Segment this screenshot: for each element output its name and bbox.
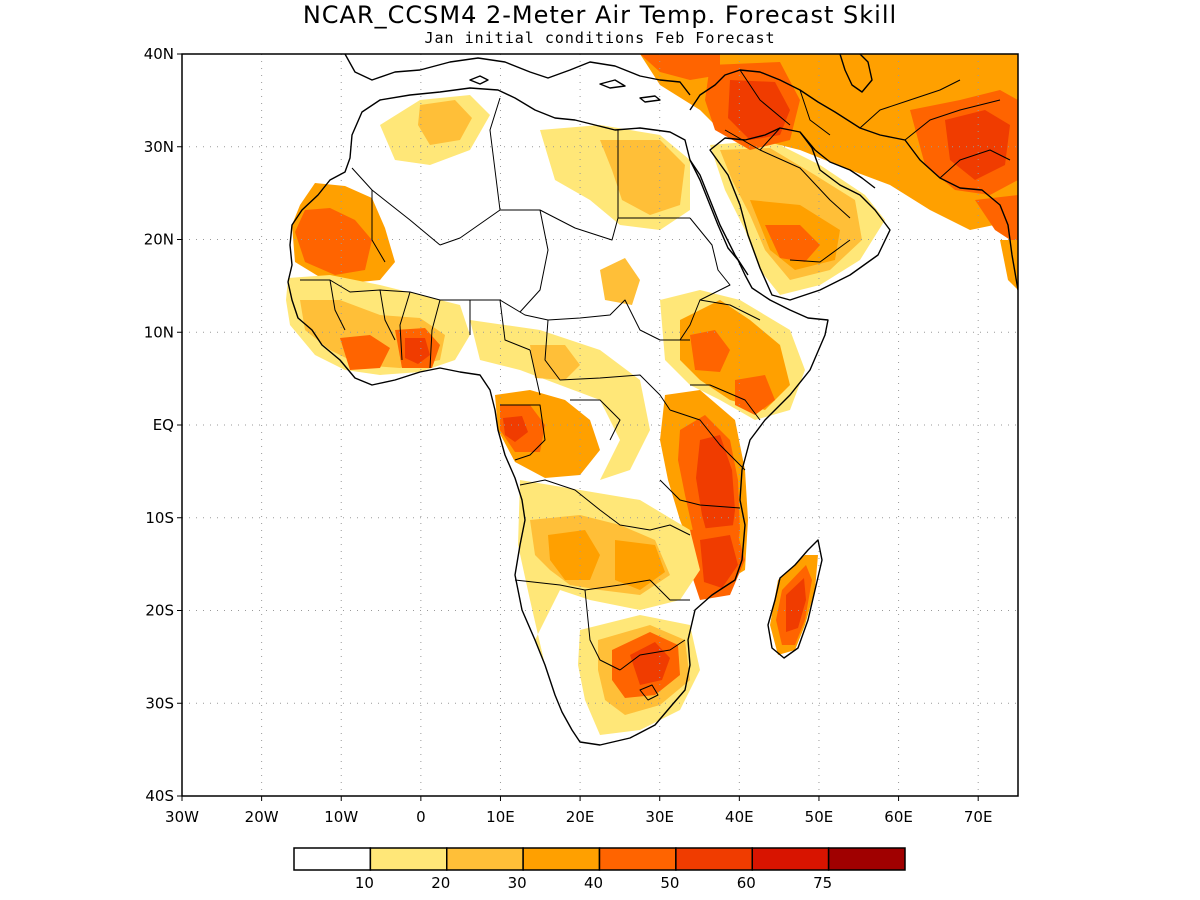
colorbar-swatch-0 bbox=[293, 847, 372, 871]
lon-tick-label: 20E bbox=[566, 808, 595, 826]
lat-tick-label: 10N bbox=[144, 323, 174, 341]
border-central-africa bbox=[499, 299, 671, 461]
colorbar-level-label: 75 bbox=[813, 874, 832, 892]
caspian-coastline bbox=[839, 54, 873, 93]
skill-area-southafrica-l6 bbox=[630, 642, 670, 685]
skill-area-car-l3 bbox=[530, 345, 580, 380]
skill-area-sahara-north-l3 bbox=[418, 100, 472, 145]
colorbar-swatch-2 bbox=[446, 847, 524, 871]
skill-area-egypt-l3 bbox=[600, 140, 685, 215]
colorbar-swatch-1 bbox=[369, 847, 448, 871]
europe-coastline bbox=[344, 54, 691, 96]
lat-tick-label: 20S bbox=[145, 602, 174, 620]
mediterranean-islands bbox=[469, 75, 661, 103]
lat-tick-label: 30S bbox=[145, 694, 174, 712]
colorbar-level-label: 60 bbox=[737, 874, 756, 892]
graticule bbox=[182, 54, 1018, 796]
lat-tick-label: 20N bbox=[144, 231, 174, 249]
skill-area-ethiopia-l5b bbox=[735, 375, 775, 415]
latitude-axis: 40N 30N 20N 10N EQ 10S 20S 30S 40S bbox=[144, 45, 182, 805]
colorbar-swatch-6 bbox=[751, 847, 830, 871]
border-southern-africa bbox=[514, 479, 691, 701]
lon-tick-label: 30W bbox=[165, 808, 199, 826]
persian-gulf-coastline bbox=[799, 131, 876, 189]
skill-area-mauritania-l5 bbox=[295, 208, 372, 275]
country-borders bbox=[300, 69, 1011, 701]
red-sea-coastline bbox=[689, 159, 749, 276]
skill-area-madagascar-l6 bbox=[786, 578, 806, 632]
lat-tick-label: 30N bbox=[144, 138, 174, 156]
skill-area-pakistan-l6 bbox=[945, 110, 1010, 180]
border-sahel bbox=[300, 279, 690, 341]
map-title: NCAR_CCSM4 2-Meter Air Temp. Forecast Sk… bbox=[303, 1, 897, 29]
map-subtitle: Jan initial conditions Feb Forecast bbox=[424, 29, 775, 47]
colorbar: 10 20 30 40 50 60 75 bbox=[293, 847, 906, 892]
skill-area-ghana-l6 bbox=[405, 338, 430, 364]
arabia-coastline bbox=[709, 127, 891, 301]
colorbar-level-label: 20 bbox=[431, 874, 450, 892]
skill-area-iraq-l6 bbox=[728, 80, 790, 140]
skill-area-central-l2 bbox=[470, 320, 650, 480]
coastlines bbox=[287, 54, 1018, 746]
lat-tick-label: 10S bbox=[145, 509, 174, 527]
colorbar-level-label: 50 bbox=[660, 874, 679, 892]
border-asia bbox=[739, 69, 1011, 179]
lon-tick-label: 10W bbox=[324, 808, 358, 826]
lat-tick-label: 40S bbox=[145, 787, 174, 805]
border-east-africa bbox=[659, 217, 761, 509]
skill-area-anatolia-l5 bbox=[640, 54, 720, 80]
skill-shading bbox=[286, 54, 1018, 735]
colorbar-swatch-5 bbox=[675, 847, 753, 871]
border-west-africa bbox=[329, 279, 471, 369]
lat-tick-label: 40N bbox=[144, 45, 174, 63]
skill-area-india-l3 bbox=[1000, 240, 1018, 290]
skill-area-angola-l4 bbox=[548, 530, 600, 580]
lon-tick-label: 10E bbox=[486, 808, 515, 826]
africa-coastline bbox=[287, 87, 829, 746]
skill-area-ethiopia-l5 bbox=[690, 330, 730, 372]
colorbar-level-label: 40 bbox=[584, 874, 603, 892]
colorbar-level-label: 10 bbox=[355, 874, 374, 892]
colorbar-swatch-4 bbox=[598, 847, 677, 871]
lon-tick-label: 70E bbox=[964, 808, 993, 826]
colorbar-swatch-7 bbox=[827, 847, 906, 871]
colorbar-swatch-3 bbox=[522, 847, 601, 871]
skill-area-arabia-l5 bbox=[765, 225, 820, 262]
madagascar-coastline bbox=[767, 539, 823, 659]
border-arabia bbox=[724, 127, 851, 263]
skill-area-mozambique-l6 bbox=[700, 535, 738, 588]
border-north-africa bbox=[351, 97, 690, 313]
skill-area-zambia-l4 bbox=[615, 540, 665, 590]
skill-area-westafrica-l5 bbox=[340, 335, 390, 370]
lon-tick-label: 60E bbox=[884, 808, 913, 826]
skill-area-eastafrica-l6 bbox=[696, 435, 735, 552]
lon-tick-label: 0 bbox=[416, 808, 426, 826]
lat-tick-label: EQ bbox=[153, 416, 174, 434]
lon-tick-label: 50E bbox=[805, 808, 834, 826]
colorbar-level-label: 30 bbox=[508, 874, 527, 892]
lon-tick-label: 20W bbox=[245, 808, 279, 826]
longitude-axis: 30W 20W 10W 0 10E 20E 30E 40E 50E 60E 70E bbox=[165, 796, 992, 826]
asia-coastline bbox=[689, 69, 1018, 291]
lon-tick-label: 30E bbox=[645, 808, 674, 826]
skill-area-congo-l6 bbox=[503, 416, 528, 442]
skill-area-india-l5 bbox=[975, 195, 1018, 245]
skill-area-sudan-l3 bbox=[600, 258, 640, 305]
lon-tick-label: 40E bbox=[725, 808, 754, 826]
